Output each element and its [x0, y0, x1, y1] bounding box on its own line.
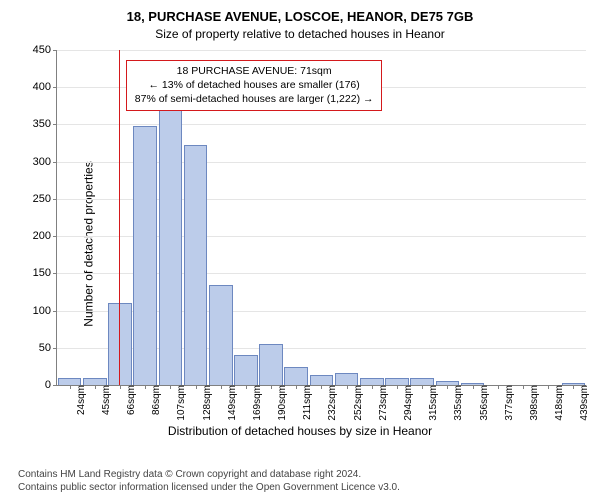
y-tick-label: 100	[33, 305, 57, 317]
reference-line	[119, 50, 120, 385]
y-tick-label: 200	[33, 230, 57, 242]
x-tick-label: 190sqm	[273, 385, 288, 421]
histogram-bar	[83, 378, 107, 385]
histogram-bar	[284, 367, 308, 385]
y-tick-label: 450	[33, 44, 57, 56]
annotation-box: 18 PURCHASE AVENUE: 71sqm← 13% of detach…	[126, 60, 383, 111]
histogram-bar	[159, 106, 183, 385]
histogram-bar	[209, 285, 233, 386]
x-tick-label: 24sqm	[72, 385, 87, 415]
x-tick-label: 315sqm	[424, 385, 439, 421]
histogram-bar	[184, 145, 208, 385]
histogram-bar	[385, 378, 409, 385]
y-tick-label: 350	[33, 118, 57, 130]
x-tick-label: 439sqm	[575, 385, 590, 421]
x-tick-label: 107sqm	[172, 385, 187, 421]
x-tick-label: 294sqm	[399, 385, 414, 421]
x-tick-label: 356sqm	[475, 385, 490, 421]
annotation-line: 87% of semi-detached houses are larger (…	[135, 92, 374, 106]
x-tick-label: 232sqm	[323, 385, 338, 421]
x-axis-label: Distribution of detached houses by size …	[0, 424, 600, 438]
x-tick-label: 86sqm	[147, 385, 162, 415]
chart-title: 18, PURCHASE AVENUE, LOSCOE, HEANOR, DE7…	[0, 8, 600, 26]
annotation-line: ← 13% of detached houses are smaller (17…	[135, 78, 374, 92]
x-tick-label: 418sqm	[550, 385, 565, 421]
y-tick-label: 400	[33, 81, 57, 93]
annotation-line: 18 PURCHASE AVENUE: 71sqm	[135, 64, 374, 78]
plot-region: 05010015020025030035040045024sqm45sqm66s…	[56, 50, 586, 386]
histogram-bar	[360, 378, 384, 385]
x-tick-label: 377sqm	[500, 385, 515, 421]
x-tick-label: 169sqm	[248, 385, 263, 421]
footer-line: Contains public sector information licen…	[18, 481, 590, 494]
x-tick-label: 335sqm	[449, 385, 464, 421]
histogram-bar	[410, 378, 434, 385]
x-tick-label: 398sqm	[525, 385, 540, 421]
footer-line: Contains HM Land Registry data © Crown c…	[18, 468, 590, 481]
x-tick-label: 149sqm	[223, 385, 238, 421]
histogram-bar	[234, 355, 258, 385]
histogram-bar	[310, 375, 334, 385]
y-tick-label: 50	[39, 342, 57, 354]
chart-area: Number of detached properties 0501001502…	[0, 44, 600, 444]
x-tick-label: 211sqm	[298, 385, 313, 420]
y-tick-label: 150	[33, 267, 57, 279]
chart-subtitle: Size of property relative to detached ho…	[0, 26, 600, 42]
chart-footer: Contains HM Land Registry data © Crown c…	[18, 468, 590, 494]
x-tick-label: 128sqm	[198, 385, 213, 421]
x-tick-label: 252sqm	[349, 385, 364, 421]
y-tick-label: 0	[45, 379, 57, 391]
histogram-bar	[58, 378, 82, 385]
y-tick-label: 250	[33, 193, 57, 205]
histogram-bar	[335, 373, 359, 385]
y-tick-label: 300	[33, 156, 57, 168]
x-tick-label: 66sqm	[122, 385, 137, 415]
x-tick-label: 45sqm	[97, 385, 112, 415]
x-tick-label: 273sqm	[374, 385, 389, 421]
histogram-bar	[133, 126, 157, 385]
histogram-bar	[259, 344, 283, 385]
